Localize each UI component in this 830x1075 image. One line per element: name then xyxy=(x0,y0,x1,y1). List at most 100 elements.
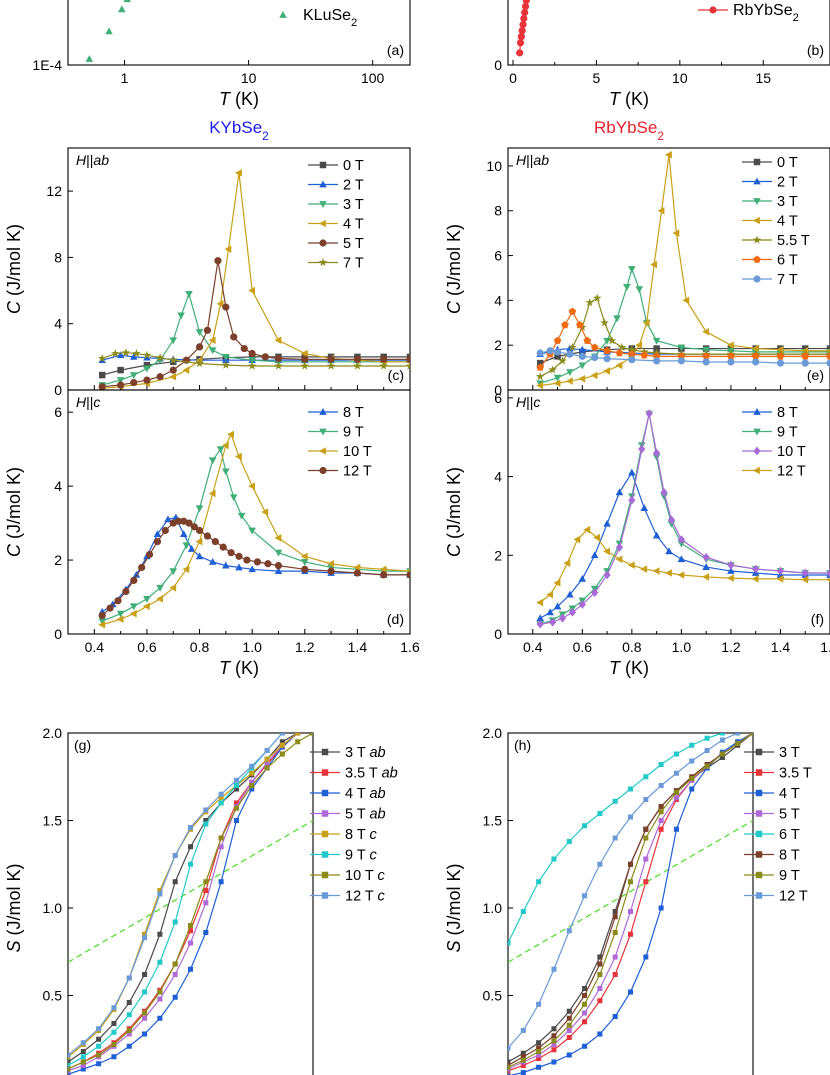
data-point-e-5 xyxy=(583,336,592,344)
data-point-e-2 xyxy=(623,284,631,291)
data-point-d-2 xyxy=(142,602,150,611)
series-line-f-3 xyxy=(539,528,830,603)
data-point-f-0 xyxy=(536,614,544,622)
data-point-g-6 xyxy=(111,1041,117,1048)
data-point-f-3 xyxy=(553,579,561,587)
legend-marker-g-6 xyxy=(321,871,329,879)
data-point-d-1 xyxy=(156,584,164,592)
y-tick-label-d: 4 xyxy=(54,478,62,494)
data-point-h-1 xyxy=(520,1062,526,1069)
legend-label-g-0: 3 T ab xyxy=(345,745,386,761)
data-point-h-0 xyxy=(597,954,603,960)
data-point-g-6 xyxy=(142,1010,148,1016)
data-point-g-0 xyxy=(126,999,132,1006)
legend-label-e-3: 4 T xyxy=(777,214,798,230)
data-point-g-7 xyxy=(264,747,270,754)
field-annotation-d: H||c xyxy=(76,394,100,410)
data-point-g-4 xyxy=(264,756,270,762)
data-point-f-3 xyxy=(615,555,623,564)
data-point-e-5 xyxy=(677,352,686,360)
data-point-h-7 xyxy=(508,1045,511,1051)
data-point-g-7 xyxy=(203,807,209,813)
series-line-h-2 xyxy=(509,733,753,1075)
legend-label-f-1: 9 T xyxy=(777,425,798,441)
data-point-h-5 xyxy=(627,861,634,867)
data-point-h-2 xyxy=(658,905,664,911)
data-point-h-2 xyxy=(673,826,679,832)
data-point-c-4 xyxy=(117,381,125,389)
data-point-c-2 xyxy=(169,337,178,345)
data-point-d-2 xyxy=(261,508,269,516)
data-point-c-5 xyxy=(300,361,310,370)
data-point-d-3 xyxy=(161,526,169,535)
data-point-f-3 xyxy=(573,535,581,544)
legend-label-h-0: 3 T xyxy=(779,745,800,761)
data-point-h-0 xyxy=(719,754,725,761)
data-point-e-3 xyxy=(776,345,784,354)
data-point-g-7 xyxy=(249,763,255,769)
data-point-f-0 xyxy=(640,504,649,511)
data-point-f-3 xyxy=(536,598,544,607)
data-point-f-3 xyxy=(593,533,601,542)
data-point-d-2 xyxy=(195,537,203,546)
data-point-c-4 xyxy=(274,354,283,363)
legend-marker-d-1 xyxy=(319,428,327,436)
data-point-h-6 xyxy=(750,733,753,736)
legend-label-c-4: 5 T xyxy=(343,236,364,252)
y-tick-label-e: 8 xyxy=(494,203,502,219)
data-point-g-2 xyxy=(111,1054,117,1060)
panel-label-c: (c) xyxy=(388,367,404,383)
data-point-e-6 xyxy=(553,348,562,356)
legend-marker-c-5 xyxy=(318,258,328,267)
legend-label-h-7: 12 T xyxy=(779,889,808,905)
data-point-d-0 xyxy=(248,565,256,573)
data-point-g-5 xyxy=(157,959,163,965)
data-point-f-2 xyxy=(638,444,646,454)
data-point-h-2 xyxy=(520,1069,526,1075)
legend-label-e-2: 3 T xyxy=(777,194,798,210)
data-point-g-4 xyxy=(157,887,163,894)
data-point-f-2 xyxy=(677,535,685,544)
data-point-f-3 xyxy=(677,571,685,579)
data-point-h-5 xyxy=(612,914,618,920)
series-line-h-7 xyxy=(508,733,738,1049)
panel-label-d: (d) xyxy=(387,611,404,627)
data-point-g-5 xyxy=(96,1043,102,1049)
legend-label-h-4: 6 T xyxy=(779,827,800,843)
legend-label-c-5: 7 T xyxy=(343,256,364,272)
data-point-h-4 xyxy=(689,742,695,748)
data-point-d-3 xyxy=(195,526,204,535)
data-point-f-2 xyxy=(578,600,586,609)
data-point-e-3 xyxy=(682,296,690,305)
y-tick-label-d: 0 xyxy=(54,626,62,642)
legend-marker-d-2 xyxy=(319,447,326,455)
data-point-h-4 xyxy=(658,761,664,768)
legend-marker-d-0 xyxy=(319,408,327,415)
data-point-d-3 xyxy=(98,611,106,620)
data-point-d-1 xyxy=(98,618,106,626)
data-point-h-7 xyxy=(597,861,603,867)
data-point-h-1 xyxy=(582,1019,588,1025)
y-tick-label-e: 0 xyxy=(494,382,502,398)
data-point-g-5 xyxy=(218,800,224,806)
data-point-h-2 xyxy=(536,1064,542,1070)
data-point-g-6 xyxy=(172,961,178,967)
data-point-e-3 xyxy=(615,361,623,370)
data-point-c-3 xyxy=(208,336,216,345)
data-point-h-6 xyxy=(658,809,664,815)
data-point-e-2 xyxy=(613,315,621,323)
data-point-b-1 xyxy=(518,27,526,35)
data-point-g-5 xyxy=(203,821,209,827)
data-point-d-2 xyxy=(274,534,282,542)
data-point-g-2 xyxy=(68,1071,71,1075)
legend-marker-c-4 xyxy=(319,239,327,247)
panel-h: 0.51.00.00.51.01.52.03 T3.5 T4 T5 T6 T8 … xyxy=(444,725,812,1075)
legend-marker-h-0 xyxy=(755,748,763,756)
data-point-h-6 xyxy=(612,929,618,936)
data-point-e-6 xyxy=(776,359,785,367)
legend-marker-f-2 xyxy=(753,446,761,456)
data-point-h-0 xyxy=(551,1026,557,1032)
data-point-f-2 xyxy=(653,448,661,458)
data-point-g-6 xyxy=(126,1027,132,1034)
legend-e: 0 T 2 T 3 T 4 T 5.5 T 6 T 7 T xyxy=(742,155,810,288)
